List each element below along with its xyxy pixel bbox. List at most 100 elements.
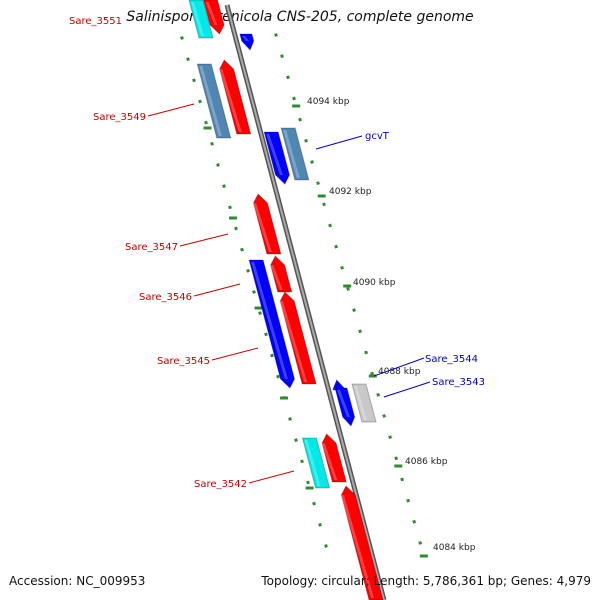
minor-tick <box>274 33 278 37</box>
scale-label: 4086 kbp <box>405 457 448 467</box>
minor-tick <box>270 353 274 358</box>
gene-feature-gcvt-b[interactable] <box>280 127 310 181</box>
gene-label-sare-3545[interactable]: Sare_3545 <box>157 356 210 367</box>
gene-feature-bottom-red[interactable] <box>340 485 384 600</box>
leader-line <box>179 233 229 247</box>
gene-label-sare-3549[interactable]: Sare_3549 <box>93 112 146 123</box>
feature-shine <box>253 203 272 252</box>
minor-tick <box>318 522 322 527</box>
feature-shine <box>283 130 300 178</box>
feature-shine <box>190 2 205 36</box>
minor-tick <box>388 435 392 439</box>
minor-tick <box>300 459 304 464</box>
feature-shine <box>340 495 375 598</box>
minor-tick <box>216 163 220 167</box>
leader-line <box>383 381 431 398</box>
leader-line <box>211 347 259 361</box>
minor-tick <box>382 414 386 418</box>
minor-tick <box>316 181 320 186</box>
gene-feature-sare-3543[interactable] <box>351 383 377 423</box>
gene-feature-small-blue[interactable] <box>239 33 255 51</box>
minor-tick <box>412 519 417 524</box>
scale-label: 4094 kbp <box>307 97 350 107</box>
scale-label: 4088 kbp <box>378 367 421 377</box>
minor-tick <box>186 57 190 62</box>
feature-shine <box>279 301 308 382</box>
gene-feature-sare-3547[interactable] <box>252 193 282 255</box>
minor-tick <box>294 438 298 443</box>
gene-feature-sare-3542[interactable] <box>321 433 347 483</box>
minor-tick <box>222 184 226 189</box>
minor-tick <box>328 223 332 228</box>
leader-line <box>315 135 363 150</box>
leader-line <box>248 470 295 484</box>
minor-tick <box>180 36 184 40</box>
feature-shine <box>304 440 321 486</box>
minor-tick <box>364 350 368 355</box>
gene-label-sare-3544[interactable]: Sare_3544 <box>425 354 478 365</box>
leader-line <box>373 357 425 377</box>
gene-feature-sare-3549[interactable] <box>219 59 252 135</box>
minor-tick <box>240 247 244 252</box>
minor-tick <box>198 99 202 104</box>
minor-tick <box>246 268 250 273</box>
minor-tick <box>306 480 310 485</box>
minor-tick <box>292 96 296 101</box>
gene-features <box>188 0 384 600</box>
minor-tick <box>400 477 404 482</box>
feature-shine <box>353 386 368 420</box>
gene-feature-gcvt[interactable] <box>263 131 291 185</box>
gene-label-gcvt[interactable]: gcvT <box>365 131 390 142</box>
minor-tick <box>304 138 308 143</box>
gene-labels: Sare_3551 Sare_3549 Sare_3547 Sare_3546 Sare… <box>69 16 485 490</box>
minor-tick <box>376 392 380 397</box>
topology-text: Topology: circular; Length: 5,786,361 bp… <box>261 574 591 588</box>
left-tick-track <box>180 36 328 548</box>
gene-label-sare-3551[interactable]: Sare_3551 <box>69 16 122 27</box>
scale-label: 4092 kbp <box>329 187 372 197</box>
minor-tick <box>280 54 284 59</box>
feature-shine <box>199 66 222 136</box>
minor-tick <box>406 498 410 503</box>
gene-label-sare-3547[interactable]: Sare_3547 <box>125 242 178 253</box>
gene-label-sare-3543[interactable]: Sare_3543 <box>432 377 485 388</box>
minor-tick <box>298 117 302 122</box>
minor-tick <box>276 374 280 379</box>
minor-tick <box>418 541 423 545</box>
gene-label-sare-3546[interactable]: Sare_3546 <box>139 292 192 303</box>
feature-shine <box>270 265 283 290</box>
minor-tick <box>234 226 238 231</box>
minor-tick <box>210 141 214 146</box>
feature-shine <box>219 69 242 132</box>
gene-label-sare-3542[interactable]: Sare_3542 <box>194 479 247 490</box>
leader-line <box>193 283 241 297</box>
backbone <box>224 4 387 600</box>
feature-shine <box>205 2 218 25</box>
minor-tick <box>192 78 196 83</box>
minor-tick <box>358 329 362 334</box>
gene-feature-sare-3543-blue[interactable] <box>334 387 356 427</box>
minor-tick <box>394 456 398 461</box>
gene-feature-sare-3542-cyan[interactable] <box>301 437 331 489</box>
gene-feature-sare-3551-cyan[interactable] <box>188 0 214 39</box>
minor-tick <box>258 311 262 316</box>
feature-shine <box>241 36 250 41</box>
minor-tick <box>310 160 314 164</box>
feature-shine <box>266 134 283 175</box>
minor-tick <box>334 244 338 249</box>
minor-tick <box>340 265 344 270</box>
scale-label: 4084 kbp <box>433 543 476 553</box>
gene-feature-sare-3545-red[interactable] <box>279 291 317 385</box>
minor-tick <box>286 75 290 80</box>
minor-tick <box>288 417 292 421</box>
gene-feature-sare-3546[interactable] <box>270 255 293 293</box>
gene-feature-sare-3551[interactable] <box>202 0 225 35</box>
leader-line <box>147 103 195 117</box>
minor-tick <box>324 544 328 548</box>
feature-shine <box>336 390 351 417</box>
right-tick-track <box>274 33 428 558</box>
gene-feature-sare-3549-a[interactable] <box>196 63 232 139</box>
gene-feature-sare-3545[interactable] <box>248 259 296 389</box>
minor-tick <box>352 308 356 312</box>
